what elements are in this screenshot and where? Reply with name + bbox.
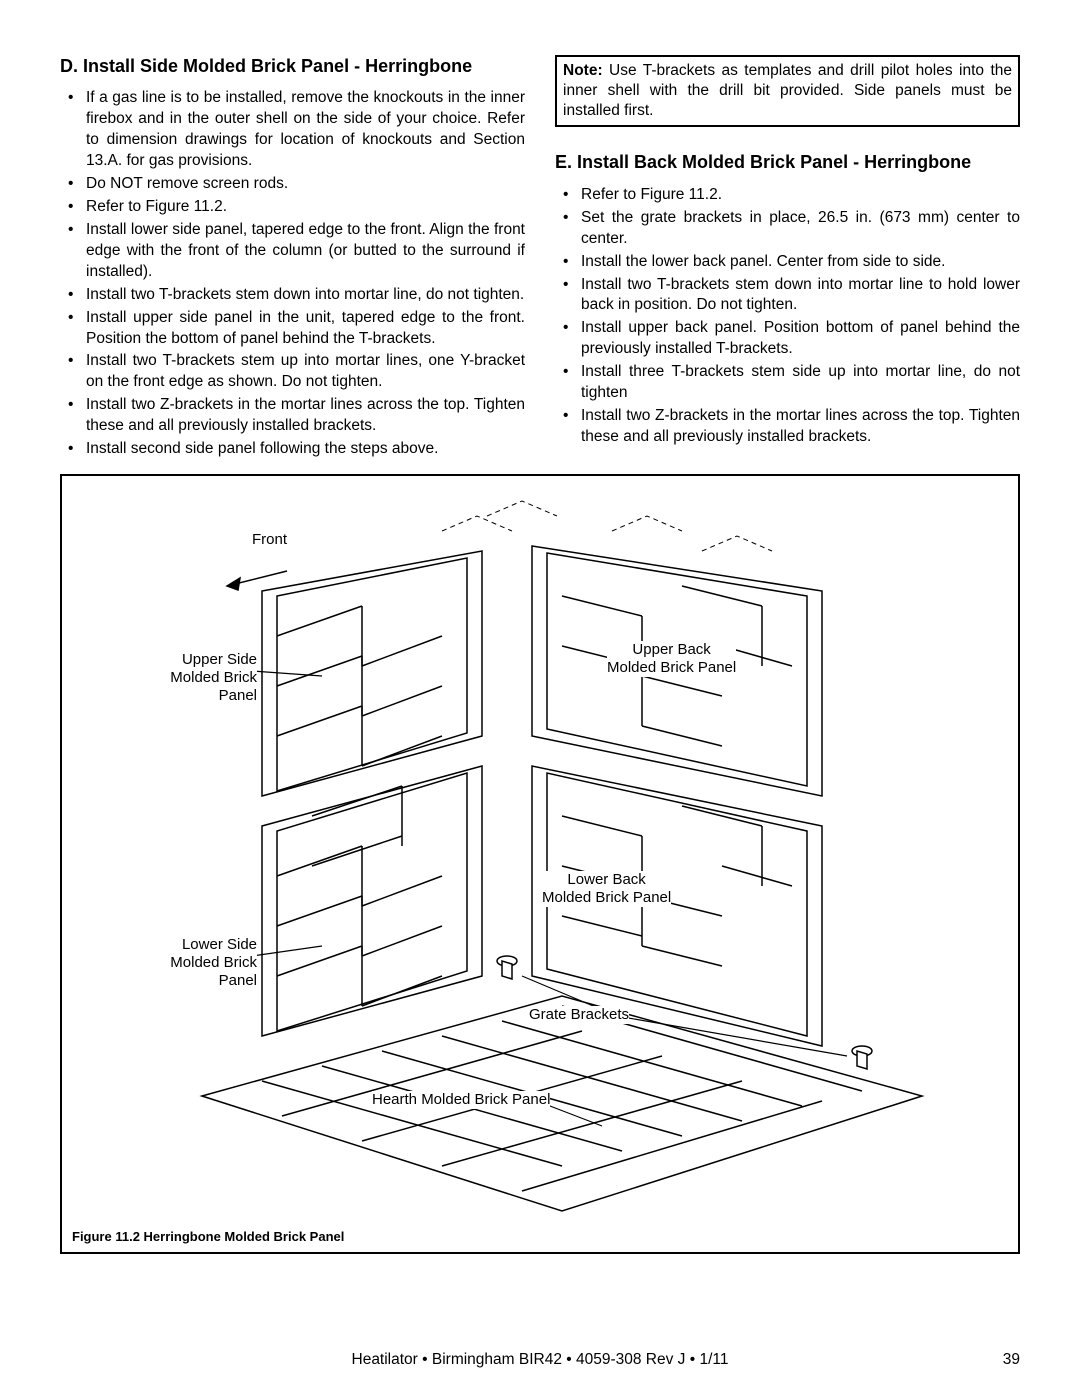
list-item: Install lower side panel, tapered edge t… xyxy=(60,220,525,283)
label-grate: Grate Brackets xyxy=(529,1006,629,1024)
label-hearth: Hearth Molded Brick Panel xyxy=(372,1091,550,1109)
footer-text: Heatilator • Birmingham BIR42 • 4059-308… xyxy=(0,1351,1080,1369)
label-upper-side: Upper Side Molded Brick Panel xyxy=(147,651,257,705)
list-item: Install the lower back panel. Center fro… xyxy=(555,252,1020,273)
section-d-heading: D. Install Side Molded Brick Panel - Her… xyxy=(60,55,525,78)
note-text: Use T-brackets as templates and drill pi… xyxy=(563,62,1012,119)
right-column: Note: Use T-brackets as templates and dr… xyxy=(555,55,1020,462)
list-item: Install two T-brackets stem down into mo… xyxy=(555,275,1020,317)
note-box: Note: Use T-brackets as templates and dr… xyxy=(555,55,1020,127)
section-d-list: If a gas line is to be installed, remove… xyxy=(60,88,525,460)
list-item: Refer to Figure 11.2. xyxy=(555,185,1020,206)
list-item: Install two T-brackets stem down into mo… xyxy=(60,285,525,306)
label-lower-back: Lower Back Molded Brick Panel xyxy=(542,871,671,907)
left-column: D. Install Side Molded Brick Panel - Her… xyxy=(60,55,525,462)
page-number: 39 xyxy=(1003,1351,1020,1369)
note-prefix: Note: xyxy=(563,62,603,79)
list-item: Install two T-brackets stem up into mort… xyxy=(60,351,525,393)
label-lower-side: Lower Side Molded Brick Panel xyxy=(147,936,257,990)
figure-box: Front Upper Side Molded Brick Panel Lowe… xyxy=(60,474,1020,1254)
list-item: Install three T-brackets stem side up in… xyxy=(555,362,1020,404)
section-e-list: Refer to Figure 11.2. Set the grate brac… xyxy=(555,185,1020,448)
list-item: Install upper side panel in the unit, ta… xyxy=(60,308,525,350)
list-item: Refer to Figure 11.2. xyxy=(60,197,525,218)
label-front: Front xyxy=(252,531,287,549)
list-item: Set the grate brackets in place, 26.5 in… xyxy=(555,208,1020,250)
section-e-heading: E. Install Back Molded Brick Panel - Her… xyxy=(555,151,1020,174)
list-item: Install two Z-brackets in the mortar lin… xyxy=(60,395,525,437)
list-item: Install second side panel following the … xyxy=(60,439,525,460)
list-item: If a gas line is to be installed, remove… xyxy=(60,88,525,172)
figure-caption: Figure 11.2 Herringbone Molded Brick Pan… xyxy=(72,1229,344,1244)
list-item: Do NOT remove screen rods. xyxy=(60,174,525,195)
list-item: Install upper back panel. Position botto… xyxy=(555,318,1020,360)
herringbone-diagram xyxy=(62,476,1022,1256)
list-item: Install two Z-brackets in the mortar lin… xyxy=(555,406,1020,448)
label-upper-back: Upper Back Molded Brick Panel xyxy=(607,641,736,677)
